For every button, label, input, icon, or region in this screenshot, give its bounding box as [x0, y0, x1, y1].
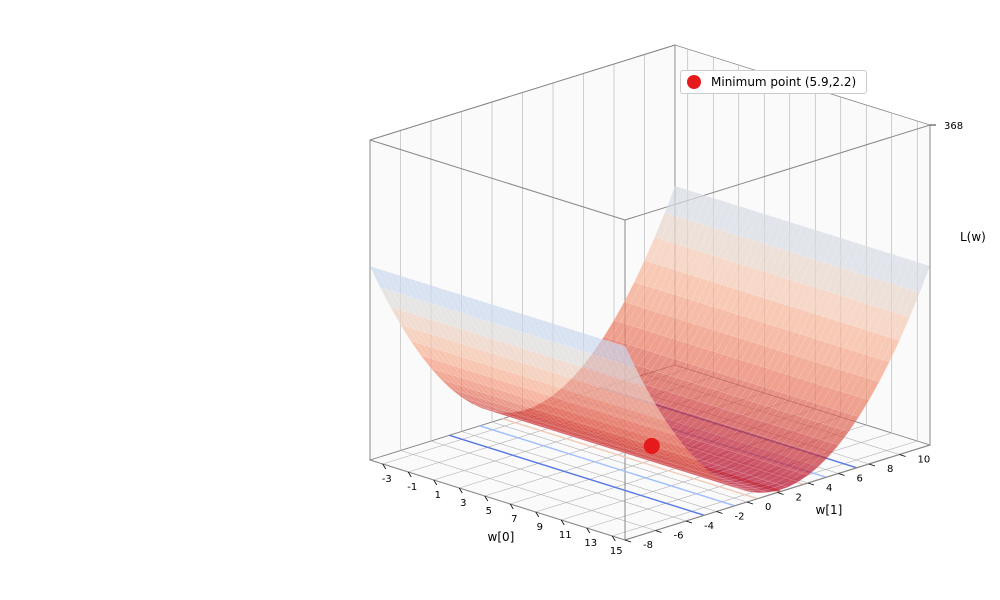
svg-text:-8: -8	[643, 540, 653, 551]
svg-text:10: 10	[918, 455, 931, 466]
svg-text:5: 5	[486, 506, 492, 517]
surface-plot-3d: -3-113579111315-8-6-4-20246810368 Minimu…	[0, 0, 1000, 600]
svg-text:3: 3	[460, 498, 466, 509]
svg-text:4: 4	[826, 483, 832, 494]
x-axis-label: w[0]	[488, 530, 515, 544]
svg-text:-1: -1	[407, 482, 417, 493]
z-axis-label: L(w)	[960, 230, 986, 244]
legend-label: Minimum point (5.9,2.2)	[711, 75, 856, 89]
svg-text:0: 0	[765, 502, 771, 513]
svg-text:-6: -6	[674, 531, 684, 542]
minimum-point-marker	[644, 438, 660, 454]
svg-text:8: 8	[887, 464, 893, 475]
svg-text:11: 11	[559, 530, 572, 541]
svg-text:-3: -3	[382, 474, 392, 485]
svg-text:7: 7	[511, 514, 517, 525]
svg-text:2: 2	[796, 493, 802, 504]
svg-text:15: 15	[610, 546, 623, 557]
y-axis-label: w[1]	[816, 503, 843, 517]
svg-text:9: 9	[537, 522, 543, 533]
svg-text:13: 13	[584, 538, 597, 549]
legend-marker	[687, 75, 701, 89]
svg-text:6: 6	[857, 474, 863, 485]
svg-text:1: 1	[435, 490, 441, 501]
legend: Minimum point (5.9,2.2)	[680, 70, 867, 94]
svg-text:-4: -4	[704, 521, 714, 532]
svg-text:-2: -2	[735, 512, 745, 523]
svg-text:368: 368	[944, 121, 963, 132]
